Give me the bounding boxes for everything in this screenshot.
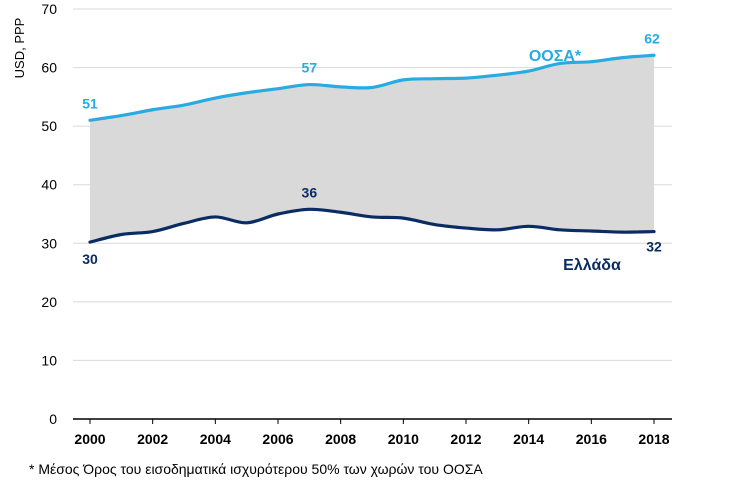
- x-tick-label-2012: 2012: [450, 431, 481, 447]
- gap-area-fill: [90, 55, 654, 243]
- x-tick-label-2010: 2010: [388, 431, 419, 447]
- data-label: 51: [82, 95, 98, 111]
- y-tick-label-70: 70: [41, 1, 57, 17]
- series-label-oecd: ΟΟΣΑ*: [529, 48, 582, 65]
- x-tick-label-2000: 2000: [74, 431, 105, 447]
- y-tick-label-30: 30: [41, 235, 57, 251]
- x-tick-label-2008: 2008: [325, 431, 356, 447]
- x-tick-label-2006: 2006: [262, 431, 293, 447]
- data-label: 62: [644, 30, 660, 46]
- axes: 0 10 20 30 40 50 60 70 2000 2002 2004 2006 2008 2010 2…: [41, 1, 672, 447]
- y-tick-label-50: 50: [41, 118, 57, 134]
- series-line-0: [88, 53, 656, 122]
- y-tick-label-20: 20: [41, 294, 57, 310]
- data-label: 32: [646, 239, 662, 255]
- y-tick-label-10: 10: [41, 352, 57, 368]
- series-line-1: [88, 207, 656, 244]
- x-tick-label-2002: 2002: [137, 431, 168, 447]
- x-tick-label-2018: 2018: [638, 431, 669, 447]
- data-label: 57: [302, 60, 318, 76]
- y-tick-label-60: 60: [41, 60, 57, 76]
- data-label: 30: [82, 251, 98, 267]
- data-label: 36: [302, 184, 318, 200]
- y-tick-label-0: 0: [49, 411, 57, 427]
- series-lines: [88, 53, 656, 244]
- y-axis-label: USD, PPP: [12, 18, 27, 79]
- data-labels: 51 57 62 30 36 32 ΟΟΣΑ* Ελλάδα: [82, 30, 662, 274]
- footnote: * Μέσος Όρος του εισοδηματικά ισχυρότερο…: [29, 461, 483, 477]
- x-tick-label-2014: 2014: [513, 431, 544, 447]
- x-tick-label-2016: 2016: [576, 431, 607, 447]
- y-tick-label-40: 40: [41, 177, 57, 193]
- x-tick-label-2004: 2004: [200, 431, 231, 447]
- series-label-greece: Ελλάδα: [563, 257, 621, 274]
- line-chart: 0 10 20 30 40 50 60 70 2000 2002 2004 2006 2008 2010 2…: [12, 1, 672, 447]
